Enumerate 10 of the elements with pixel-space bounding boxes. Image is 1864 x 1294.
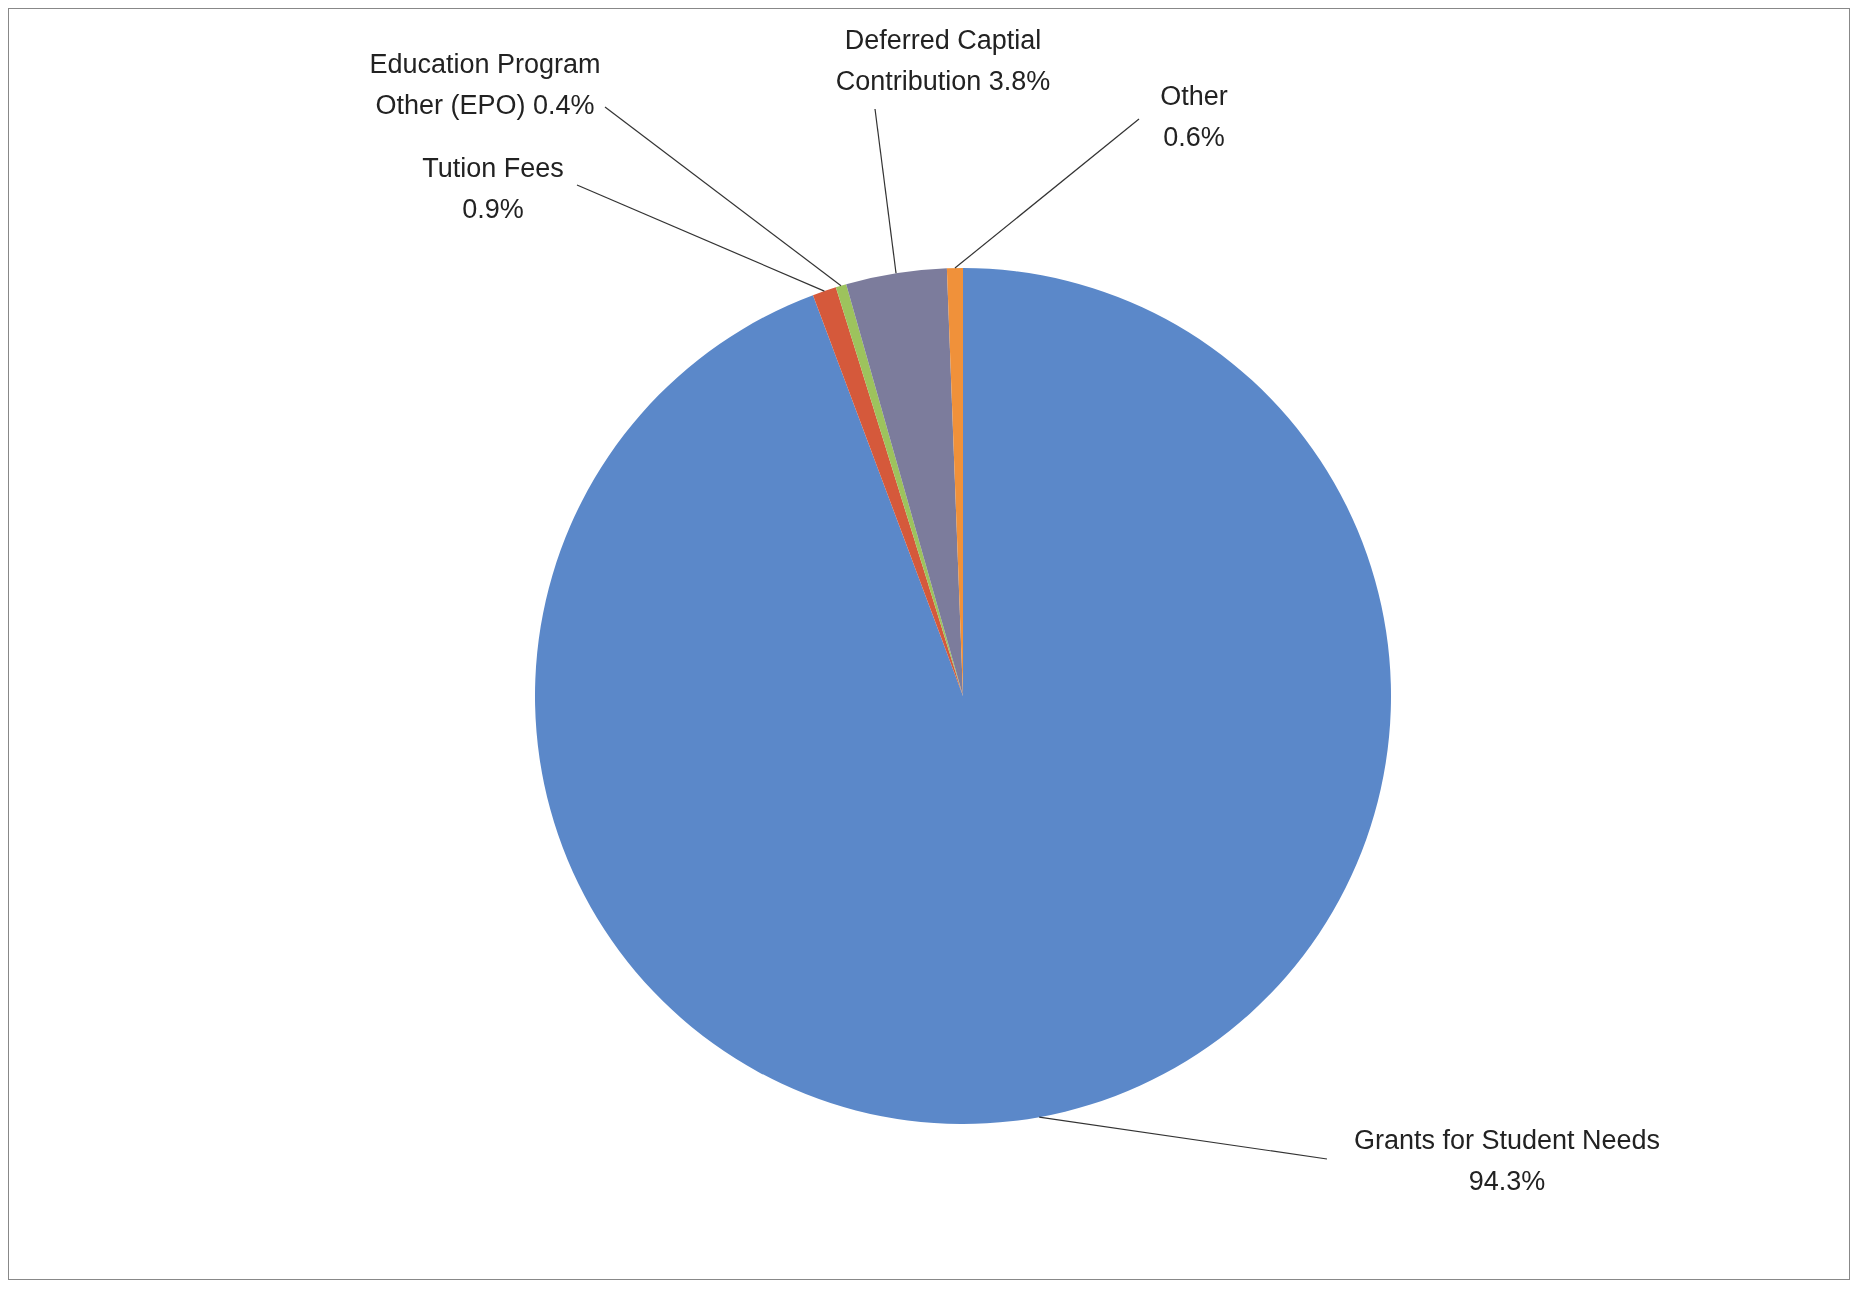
pie-slice [812, 287, 963, 696]
data-label: 0.9% [462, 194, 524, 224]
pie-slice [535, 268, 1391, 1124]
slice-label: Grants for Student Needs [1353, 1125, 1661, 1155]
slice-label: Education Program Other (EPO) 0.4% [369, 49, 601, 120]
slice-label: Deferred Captial Contribution 3.8% [835, 25, 1051, 96]
slice-label: Other [1160, 81, 1228, 111]
data-label: 0.6% [1163, 122, 1225, 152]
data-label: 94.3% [1468, 1166, 1546, 1196]
slice-label: Tution Fees [422, 153, 564, 183]
